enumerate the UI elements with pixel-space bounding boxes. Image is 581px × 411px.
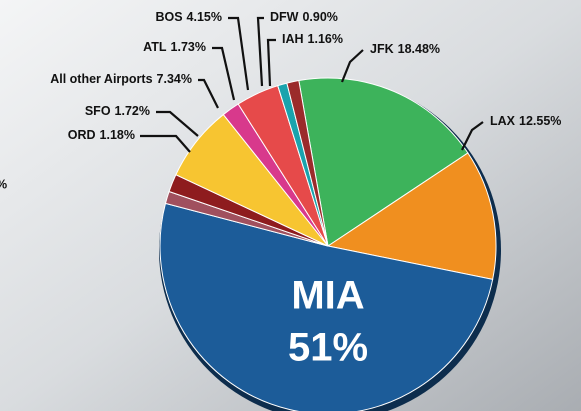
label-category: ORD xyxy=(68,128,96,142)
label-category: LAX xyxy=(490,114,516,128)
center-label-value: 51% xyxy=(288,326,368,370)
slice-label: ORD 1.18% xyxy=(68,128,135,142)
label-category: All other Airports xyxy=(50,72,152,86)
slice-label: BOS 4.15% xyxy=(155,10,222,24)
label-value: 12.55% xyxy=(519,114,561,128)
slice-label: SFO 1.72% xyxy=(85,104,150,118)
label-value: 1.73% xyxy=(171,40,206,54)
label-category: BOS xyxy=(155,10,182,24)
label-category: IAH xyxy=(282,32,304,46)
label-value: 1.18% xyxy=(100,128,135,142)
label-value: 0.90% xyxy=(302,10,337,24)
slice-label: JFK 18.48% xyxy=(370,42,440,56)
slice-label: IAH 1.16% xyxy=(282,32,343,46)
slice-label: All other Airports 7.34% xyxy=(50,72,192,86)
label-category: DFW xyxy=(270,10,299,24)
side-text: % xyxy=(0,177,7,191)
chart: JFK 18.48% LAX12.55% ORD 1.18% SFO 1.72% All ot… xyxy=(0,0,581,411)
label-category: SFO xyxy=(85,104,111,118)
label-value: 1.72% xyxy=(115,104,150,118)
label-value: 1.16% xyxy=(308,32,343,46)
label-category: ATL xyxy=(143,40,167,54)
slice-label: ATL 1.73% xyxy=(143,40,206,54)
label-value: 4.15% xyxy=(187,10,222,24)
center-label-category: MIA xyxy=(291,274,364,318)
label-category: JFK xyxy=(370,42,394,56)
label-value: 18.48% xyxy=(398,42,440,56)
label-value: 7.34% xyxy=(157,72,192,86)
